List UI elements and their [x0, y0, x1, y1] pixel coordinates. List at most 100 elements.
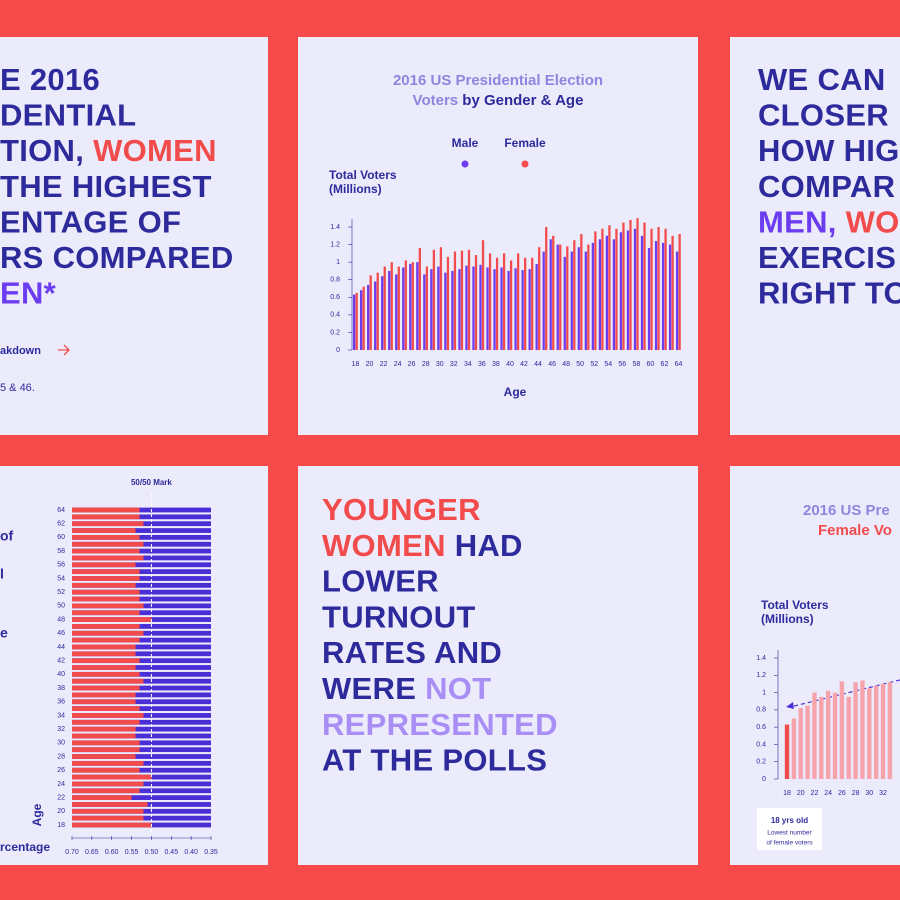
bar	[566, 246, 569, 350]
note-text: 5 & 46.	[0, 382, 35, 394]
bar	[619, 232, 623, 350]
headline-line: AT THE POLLS	[322, 743, 547, 778]
x-tick-label: 48	[562, 361, 570, 368]
x-tick-label: 24	[394, 361, 402, 368]
bar	[72, 603, 144, 609]
headline-line: THE HIGHEST	[0, 169, 212, 204]
bar	[72, 534, 140, 540]
x-tick-label: 18	[352, 361, 360, 368]
bar	[72, 692, 136, 698]
text-segment: WO	[846, 205, 900, 240]
x-tick-label: 0.35	[204, 849, 218, 856]
y-tick-label: 1.2	[756, 672, 766, 679]
chart-subtitle: Voters by Gender & Age	[413, 92, 584, 109]
text-segment: Female Vo	[818, 522, 892, 539]
x-tick-label: 62	[661, 361, 669, 368]
bar	[531, 257, 534, 350]
annotation-box	[757, 808, 822, 850]
bar-track	[72, 658, 211, 664]
bar	[819, 696, 824, 779]
text-segment: 2016 US Pre	[803, 502, 890, 519]
bar	[72, 706, 140, 711]
bar	[573, 240, 576, 350]
bar	[72, 562, 136, 568]
y-tick-label: 62	[57, 521, 65, 528]
y-tick-label: 0	[336, 347, 340, 354]
bar	[545, 227, 548, 350]
bar-track	[72, 665, 211, 670]
bar	[650, 228, 653, 350]
bar	[812, 692, 817, 779]
bar	[839, 681, 845, 779]
headline-line: LOWER	[322, 564, 439, 599]
text-segment: MEN,	[758, 205, 846, 240]
card	[730, 37, 900, 435]
headline-line: WERE NOT	[322, 671, 491, 706]
bar	[72, 740, 140, 746]
bar	[668, 244, 672, 350]
bar	[633, 228, 637, 350]
y-tick-label: 52	[57, 589, 65, 596]
bar	[72, 569, 140, 575]
bar	[798, 708, 803, 779]
y-tick-label: 0.6	[330, 294, 340, 301]
bar-track	[72, 767, 211, 773]
bar	[395, 274, 398, 350]
bar	[605, 235, 609, 350]
headline-line: WE CAN	[758, 62, 886, 97]
headline-line: TURNOUT	[322, 600, 476, 635]
x-tick-label: 28	[852, 790, 860, 797]
bar	[598, 239, 602, 350]
bar	[467, 249, 471, 350]
headline-line: RIGHT TO	[758, 276, 900, 311]
y-tick-label: 24	[57, 781, 65, 788]
bar-track	[72, 685, 211, 691]
bar	[72, 802, 148, 807]
bar-track	[72, 699, 211, 705]
y-tick-label: 1.4	[756, 655, 766, 662]
bar-track	[72, 795, 211, 801]
bar	[72, 637, 140, 643]
bar	[853, 682, 858, 779]
bar	[664, 228, 667, 350]
bar	[72, 624, 140, 629]
text-segment: RIGHT TO	[758, 276, 900, 311]
bar	[381, 276, 384, 350]
bar	[72, 548, 140, 554]
headline-line: ENTAGE OF	[0, 205, 181, 240]
arrow-icon	[58, 344, 70, 356]
y-axis-label: Age	[30, 803, 44, 826]
bar-track	[72, 507, 211, 513]
bar	[72, 596, 140, 602]
y-tick-label: 44	[57, 644, 65, 651]
bar	[430, 269, 433, 350]
bar	[425, 266, 428, 350]
headline-line: WOMEN HAD	[322, 528, 523, 563]
y-tick-label: 1	[762, 689, 766, 696]
bar	[580, 234, 583, 350]
bar	[72, 582, 136, 588]
text-segment: Voters	[413, 92, 463, 109]
bar	[72, 767, 140, 773]
bar	[444, 272, 447, 350]
bar-track	[72, 624, 211, 629]
legend-label: Male	[452, 136, 479, 150]
bar-track	[72, 706, 211, 711]
bar	[867, 688, 872, 779]
bar	[432, 249, 436, 350]
bar	[880, 683, 886, 779]
x-tick-label: 52	[590, 361, 598, 368]
x-tick-label: 0.45	[164, 849, 178, 856]
headline-line: EXERCIS	[758, 240, 896, 275]
y-tick-label: 1.2	[330, 241, 340, 248]
bar-track	[72, 719, 211, 725]
bar	[397, 266, 400, 350]
bar	[502, 253, 506, 350]
legend-label: Female	[504, 136, 546, 150]
bar	[805, 705, 810, 779]
bar-track	[72, 692, 211, 698]
text-segment: REPRESENTED	[322, 707, 558, 742]
y-tick-label: 40	[57, 671, 65, 678]
bar	[629, 219, 632, 350]
y-axis-label: Total Voters	[329, 168, 397, 182]
